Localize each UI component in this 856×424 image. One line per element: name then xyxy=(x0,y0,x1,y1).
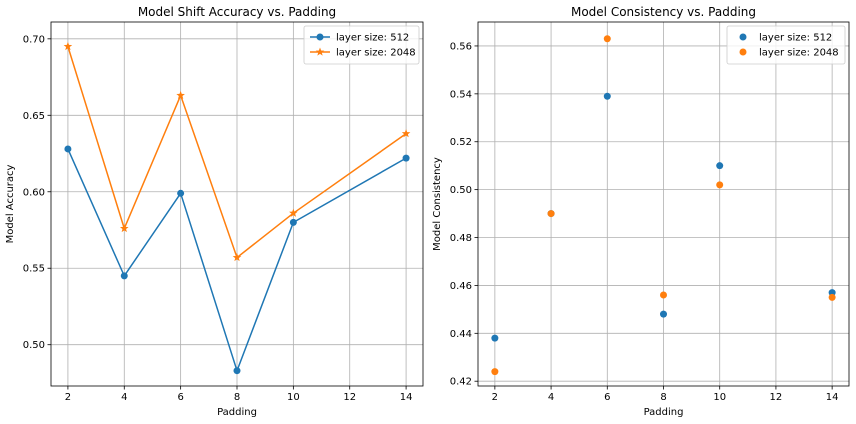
axes-frame xyxy=(477,21,850,387)
series-line xyxy=(67,46,407,259)
data-point xyxy=(176,90,185,100)
data-point xyxy=(547,210,555,218)
chart-title: Model Consistency vs. Padding xyxy=(571,5,756,19)
legend-item: layer size: 512 xyxy=(310,33,409,44)
y-tick-label: 0.50 xyxy=(450,185,472,196)
legend-label: layer size: 512 xyxy=(336,33,409,44)
x-axis-label: Padding xyxy=(217,407,257,418)
y-tick-label: 0.70 xyxy=(23,34,45,45)
x-tick-label: 12 xyxy=(343,392,356,403)
chart-1: 2 4 6 8 10 12 14 0.50 0.55 0.60 0.65 0.70 Model Shif… xyxy=(5,5,424,418)
data-point xyxy=(603,35,611,43)
data-point xyxy=(63,41,73,51)
legend-item: layer size: 2048 xyxy=(310,47,416,59)
y-tick-label: 0.52 xyxy=(450,137,472,148)
gridlines xyxy=(478,22,849,386)
x-tick-label: 10 xyxy=(287,392,300,403)
x-tick-label: 8 xyxy=(660,392,666,403)
x-tick-label: 14 xyxy=(826,392,839,403)
data-point xyxy=(177,189,185,197)
series-line xyxy=(67,148,407,372)
x-tick-label: 2 xyxy=(65,392,71,403)
y-tick-label: 0.60 xyxy=(23,187,45,198)
series-2 xyxy=(63,41,411,262)
data-point xyxy=(401,129,411,138)
y-tick-label: 0.44 xyxy=(450,329,472,340)
legend: layer size: 512 layer size: 2048 xyxy=(726,25,846,65)
data-point xyxy=(119,223,129,233)
legend-circle-icon xyxy=(316,33,324,41)
x-tick-label: 12 xyxy=(770,392,783,403)
gridlines xyxy=(51,22,423,386)
y-tick-label: 0.48 xyxy=(450,233,472,244)
chart-2: 2 4 6 8 10 12 14 0.42 0.44 0.46 0.48 0.50 0.52 0.54 0.… xyxy=(432,5,850,418)
y-axis-label: Model Accuracy xyxy=(5,164,16,243)
data-point xyxy=(64,145,72,153)
data-point xyxy=(603,92,611,100)
x-tick-label: 8 xyxy=(234,392,240,403)
legend-item: layer size: 512 xyxy=(739,33,832,44)
legend-item: layer size: 2048 xyxy=(739,48,839,59)
legend-label: layer size: 512 xyxy=(759,33,832,44)
y-tick-label: 0.46 xyxy=(450,281,472,292)
data-point xyxy=(491,334,499,342)
data-point xyxy=(660,291,667,299)
x-tick-label: 4 xyxy=(121,392,127,403)
y-tick-label: 0.55 xyxy=(23,264,45,275)
x-tick-label: 10 xyxy=(713,392,726,403)
x-tick-label: 2 xyxy=(492,392,498,403)
legend: layer size: 512 layer size: 2048 xyxy=(303,25,420,65)
legend-circle-icon xyxy=(739,48,747,56)
data-point xyxy=(289,208,298,217)
x-tick-label: 14 xyxy=(400,392,413,403)
data-point xyxy=(828,293,836,301)
legend-star-icon xyxy=(315,47,325,56)
x-tick-label: 6 xyxy=(177,392,183,403)
legend-label: layer size: 2048 xyxy=(759,48,839,59)
y-tick-label: 0.50 xyxy=(23,340,45,351)
y-tick-label: 0.65 xyxy=(23,111,45,122)
data-point xyxy=(233,367,241,375)
legend-box xyxy=(303,25,420,65)
data-point xyxy=(120,272,128,280)
series-1 xyxy=(64,145,410,375)
chart-title: Model Shift Accuracy vs. Padding xyxy=(138,5,336,19)
axes-frame xyxy=(50,21,424,387)
x-tick-label: 6 xyxy=(604,392,610,403)
data-point xyxy=(828,289,836,297)
data-point xyxy=(716,181,724,189)
y-tick-label: 0.42 xyxy=(450,377,472,388)
data-point xyxy=(491,368,499,376)
y-axis-label: Model Consistency xyxy=(432,157,443,251)
data-point xyxy=(402,154,410,162)
y-tick-label: 0.56 xyxy=(450,41,472,52)
data-point xyxy=(232,253,242,262)
x-tick-label: 4 xyxy=(548,392,554,403)
data-point xyxy=(716,162,724,170)
y-tick-label: 0.54 xyxy=(450,89,472,100)
legend-circle-icon xyxy=(739,33,747,41)
data-point xyxy=(660,310,667,318)
legend-label: layer size: 2048 xyxy=(336,48,416,59)
legend-box xyxy=(726,25,846,65)
x-axis-label: Padding xyxy=(644,407,684,418)
data-point xyxy=(289,218,297,226)
series-2 xyxy=(491,35,836,376)
